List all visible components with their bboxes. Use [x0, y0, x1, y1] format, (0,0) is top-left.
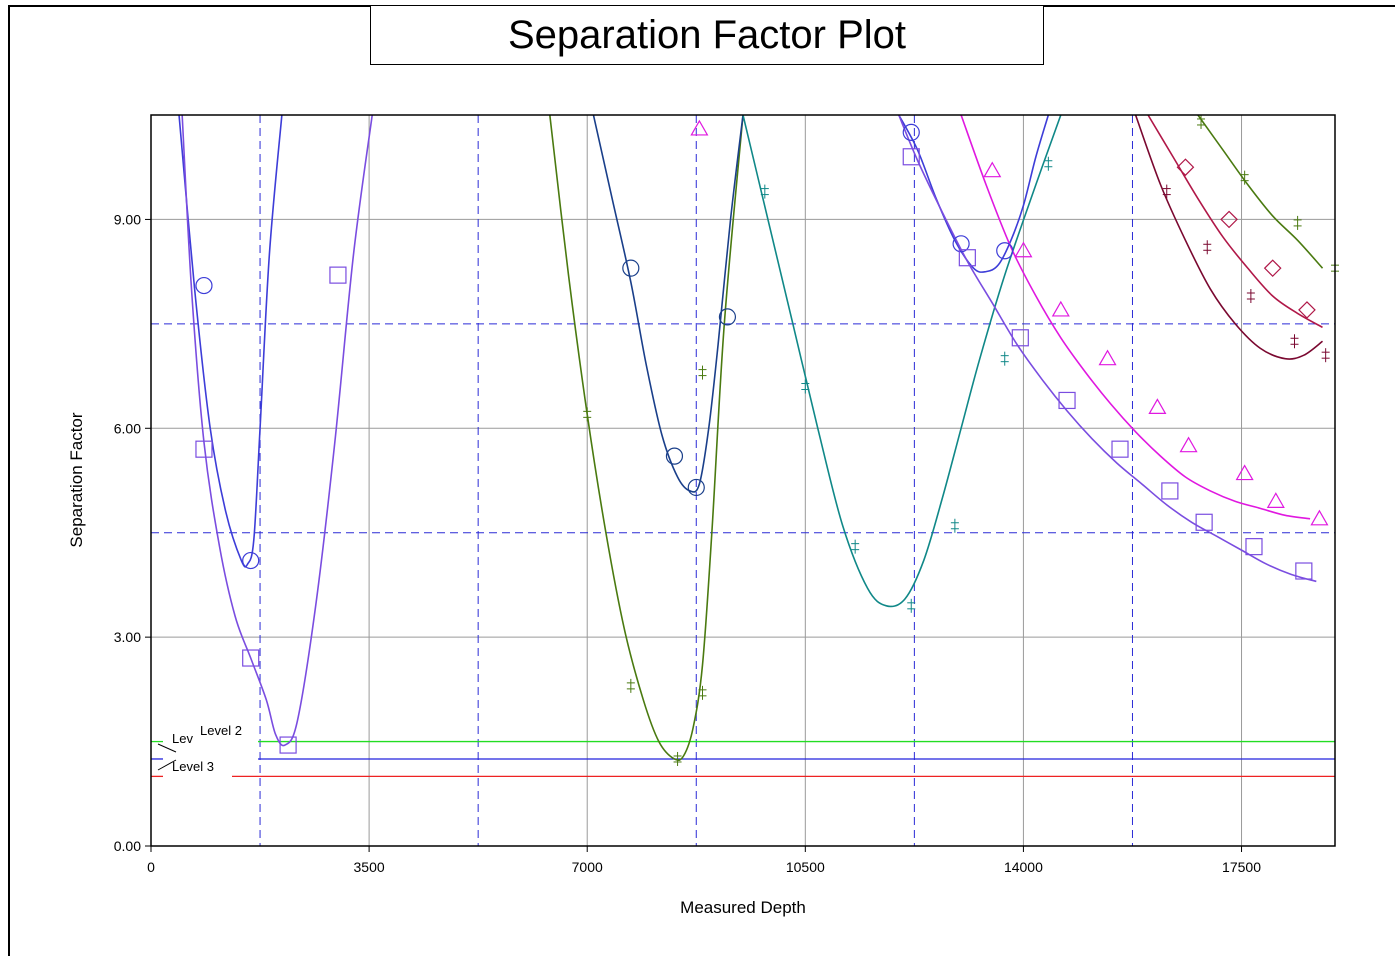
data-point-circle	[622, 259, 640, 277]
data-point-square	[1161, 482, 1179, 500]
series-layer	[178, 115, 1324, 762]
data-point-triangle	[1179, 436, 1198, 453]
data-point-circle	[996, 242, 1014, 260]
level-label: Lev	[172, 731, 193, 746]
data-point-square	[1245, 538, 1263, 556]
grid-layer	[150, 115, 1335, 847]
data-point-plus	[673, 751, 682, 766]
data-point-circle	[242, 551, 260, 570]
data-point-plus	[907, 598, 916, 613]
data-point-square	[902, 148, 920, 166]
y-tick-label: 0.00	[114, 838, 141, 854]
data-point-diamond	[1298, 301, 1316, 319]
data-point-plus	[1197, 114, 1206, 129]
data-point-triangle	[1310, 509, 1329, 526]
data-point-square	[1111, 440, 1129, 458]
data-point-plus	[801, 379, 810, 394]
data-point-triangle	[983, 161, 1002, 178]
data-point-triangle	[1148, 398, 1167, 414]
x-tick-label: 7000	[572, 859, 603, 875]
data-point-diamond	[1176, 158, 1195, 177]
data-point-plus	[1162, 184, 1171, 199]
data-point-square	[1195, 513, 1213, 531]
data-point-plus	[760, 184, 769, 199]
data-point-plus	[950, 518, 959, 533]
data-point-plus	[851, 539, 860, 554]
data-point-circle	[195, 276, 213, 295]
x-tick-label: 17500	[1222, 859, 1261, 875]
level-label: Level 2	[200, 723, 242, 738]
plot-area	[151, 115, 1335, 846]
data-point-square	[195, 440, 213, 458]
data-point-plus	[1000, 351, 1009, 366]
data-point-square	[329, 266, 347, 284]
x-tick-label: 14000	[1004, 859, 1043, 875]
data-point-square	[242, 649, 260, 667]
data-point-diamond	[1220, 210, 1238, 229]
series-line	[1197, 115, 1324, 269]
data-point-plus	[1290, 334, 1299, 349]
data-point-circle	[718, 308, 737, 326]
data-point-triangle	[1014, 241, 1033, 258]
series-line	[742, 115, 1062, 608]
data-point-plus	[1321, 348, 1330, 363]
level-leader	[157, 759, 177, 771]
data-point-triangle	[1098, 349, 1117, 366]
data-point-plus	[1203, 240, 1212, 255]
data-point-plus	[583, 407, 592, 422]
data-point-triangle	[1266, 492, 1285, 508]
y-tick-label: 3.00	[114, 629, 141, 645]
marker-layer	[195, 114, 1339, 766]
series-line	[1147, 115, 1323, 329]
data-point-circle	[687, 478, 705, 497]
series-line	[898, 115, 1317, 583]
x-tick-label: 10500	[786, 859, 825, 875]
series-line	[592, 115, 744, 493]
data-point-square	[1295, 562, 1313, 580]
y-axis-label: Separation Factor	[67, 412, 86, 547]
data-point-circle	[952, 235, 970, 253]
y-tick-label: 6.00	[114, 420, 141, 436]
data-point-plus	[1293, 215, 1302, 230]
data-point-plus	[698, 365, 707, 380]
x-tick-label: 3500	[354, 859, 385, 875]
data-point-triangle	[690, 119, 709, 136]
data-point-plus	[698, 685, 707, 700]
x-tick-label: 0	[147, 859, 155, 875]
x-axis-label: Measured Depth	[680, 898, 806, 917]
data-point-diamond	[1263, 259, 1282, 278]
data-point-plus	[626, 678, 635, 693]
data-point-triangle	[1235, 464, 1254, 481]
plot-border	[150, 114, 1336, 847]
data-point-square	[1058, 391, 1076, 410]
y-tick-label: 9.00	[114, 211, 141, 227]
data-point-square	[279, 736, 297, 754]
data-point-triangle	[1051, 300, 1070, 317]
chart-title: Separation Factor Plot	[508, 12, 906, 57]
chart-title-box: Separation Factor Plot	[370, 5, 1044, 65]
level-leader	[157, 743, 177, 753]
data-point-plus	[1246, 289, 1255, 304]
series-line	[1134, 115, 1324, 360]
series-line	[898, 115, 1050, 273]
data-point-circle	[902, 123, 920, 142]
series-line	[549, 115, 744, 762]
data-point-square	[1011, 329, 1029, 347]
level-label: Level 3	[172, 759, 214, 774]
data-point-circle	[665, 447, 684, 465]
level-layer: Lev Level 2 Level 3	[151, 723, 1335, 778]
series-line	[181, 115, 374, 747]
data-point-square	[958, 249, 976, 267]
tick-layer: 0 3500 7000 10500 14000 17500 0.00 3.00 6.00 9.00	[114, 211, 1261, 875]
data-point-plus	[1044, 156, 1053, 171]
data-point-plus	[1240, 170, 1249, 185]
